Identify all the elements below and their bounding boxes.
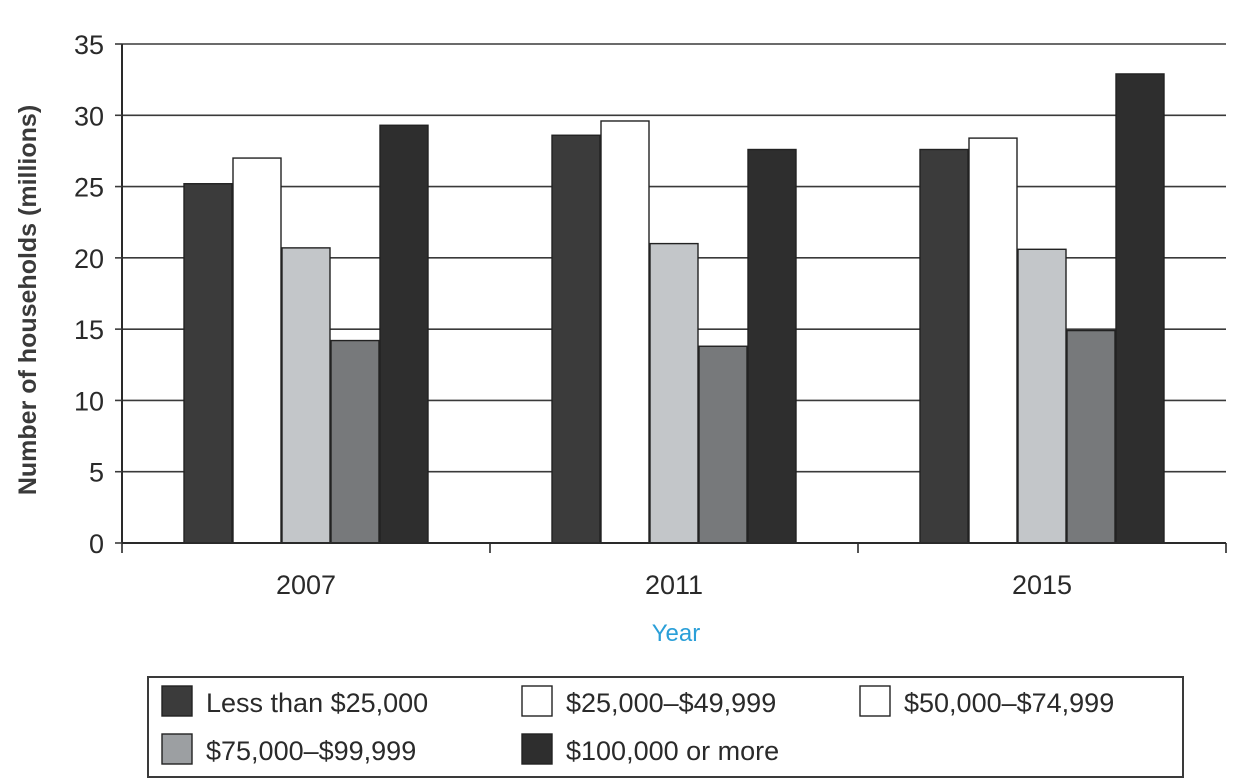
legend-label-4: $100,000 or more xyxy=(566,736,779,766)
bar-2007-series-1 xyxy=(232,157,282,544)
legend-items: Less than $25,000 $25,000–$49,999 $50,000–… xyxy=(161,685,1114,766)
legend-label-3: $75,000–$99,999 xyxy=(206,736,416,766)
y-tick-label: 25 xyxy=(74,173,104,203)
x-axis-title: Year xyxy=(652,620,701,647)
bar-2015-series-0 xyxy=(919,148,969,544)
y-tick-labels: 0 5 10 15 20 25 30 35 xyxy=(74,30,122,559)
bar-2015-series-1 xyxy=(968,137,1018,544)
bar-2011-series-1 xyxy=(600,120,650,544)
y-tick-label: 5 xyxy=(89,458,104,488)
bar-2007-series-2 xyxy=(281,247,331,544)
y-tick-label: 35 xyxy=(74,30,104,60)
bar-2011-series-2 xyxy=(649,242,699,544)
y-tick-label: 30 xyxy=(74,101,104,131)
legend-label-1: $25,000–$49,999 xyxy=(566,688,776,718)
y-tick-label: 15 xyxy=(74,315,104,345)
bar-2007-series-0 xyxy=(183,183,233,544)
bar-2015-series-2 xyxy=(1017,248,1067,544)
legend-swatch-2 xyxy=(859,685,891,717)
legend-label-0: Less than $25,000 xyxy=(206,688,428,718)
legend-swatch-3 xyxy=(161,733,193,765)
legend-frame xyxy=(147,676,1184,778)
y-tick-label: 10 xyxy=(74,386,104,416)
bars xyxy=(183,73,1165,544)
y-axis-title: Number of households (millions) xyxy=(14,105,42,495)
legend-label-2: $50,000–$74,999 xyxy=(904,688,1114,718)
y-tick-label: 20 xyxy=(74,244,104,274)
x-tick-label: 2011 xyxy=(645,570,703,600)
bar-2015-series-4 xyxy=(1115,73,1165,544)
legend-swatch-1 xyxy=(521,685,553,717)
x-tick-labels: 2007 2011 2015 xyxy=(276,570,1072,600)
bar-2007-series-4 xyxy=(379,124,429,544)
bar-2015-series-3 xyxy=(1066,329,1116,544)
x-tick-label: 2007 xyxy=(276,570,336,600)
legend-swatch-4 xyxy=(521,733,553,765)
bar-2011-series-0 xyxy=(551,134,601,544)
axes xyxy=(121,44,1227,553)
y-tick-label: 0 xyxy=(89,529,104,559)
legend: Less than $25,000 $25,000–$49,999 $50,000–… xyxy=(147,676,1184,778)
legend-swatch-0 xyxy=(161,685,193,717)
x-tick-label: 2015 xyxy=(1012,570,1072,600)
bar-2011-series-3 xyxy=(698,345,748,544)
bar-2007-series-3 xyxy=(330,339,380,544)
bar-2011-series-4 xyxy=(747,148,797,544)
